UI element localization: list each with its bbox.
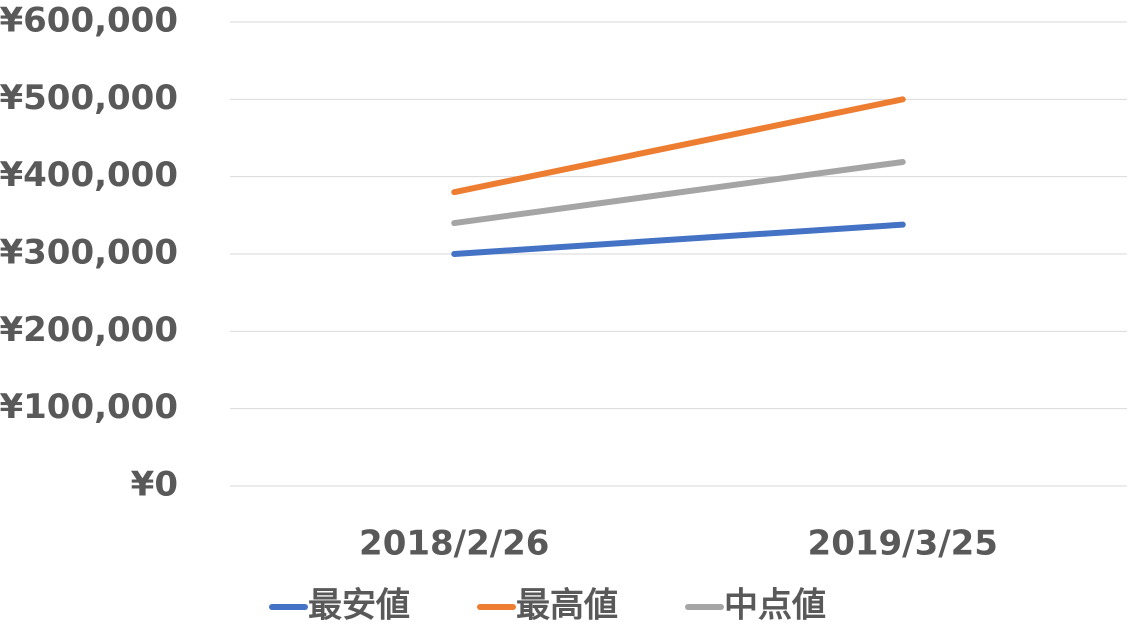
legend-label: 中点値 bbox=[724, 586, 826, 626]
data-line bbox=[451, 96, 906, 196]
legend-label: 最高値 bbox=[516, 586, 618, 626]
y-tick-label: ¥200,000 bbox=[0, 310, 178, 350]
y-tick-label: ¥500,000 bbox=[0, 78, 178, 118]
x-tick-label: 2018/2/26 bbox=[359, 524, 549, 564]
y-tick-label: ¥400,000 bbox=[0, 155, 178, 195]
legend-label: 最安値 bbox=[308, 586, 410, 626]
y-tick-label: ¥300,000 bbox=[0, 233, 178, 273]
y-tick-label: ¥600,000 bbox=[0, 1, 178, 41]
y-tick-label: ¥0 bbox=[131, 465, 178, 505]
data-line bbox=[451, 221, 906, 257]
data-line bbox=[451, 158, 906, 227]
x-tick-label: 2019/3/25 bbox=[808, 524, 998, 564]
y-tick-label: ¥100,000 bbox=[0, 387, 178, 427]
